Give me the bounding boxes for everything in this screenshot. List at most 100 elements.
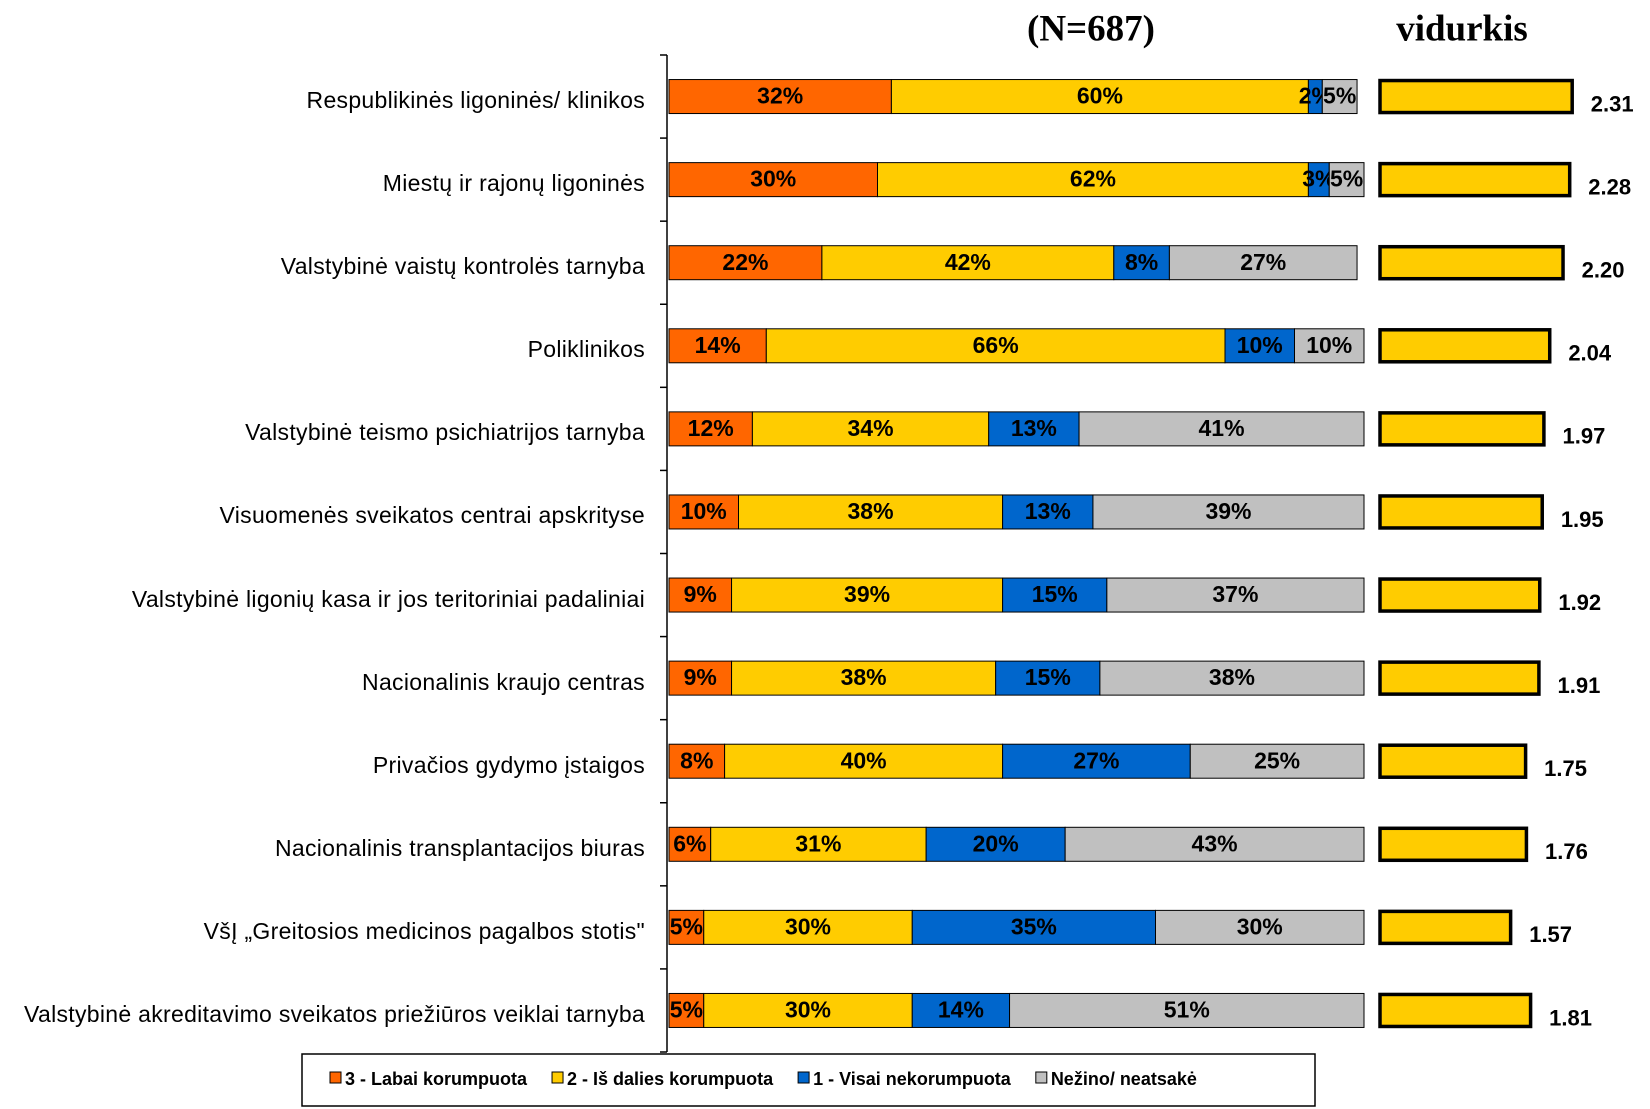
bar-segment — [1113, 245, 1170, 281]
legend-swatch — [551, 1071, 564, 1084]
mean-label: 1.92 — [1558, 590, 1601, 615]
bar-segment — [668, 162, 878, 198]
bar-segment — [738, 494, 1004, 530]
data-label: 39% — [1205, 498, 1251, 524]
data-label: 62% — [1070, 166, 1116, 192]
bar-segment — [668, 826, 712, 862]
mean-bar — [1378, 494, 1544, 530]
data-label: 41% — [1199, 415, 1245, 441]
data-label: 27% — [1073, 747, 1119, 773]
mean-label: 2.31 — [1591, 91, 1634, 116]
mean-label: 2.20 — [1582, 258, 1625, 283]
bar-segment — [668, 245, 823, 281]
bar-segment — [925, 826, 1066, 862]
mean-label: 1.76 — [1545, 839, 1588, 864]
mean-bar — [1378, 992, 1533, 1029]
data-label: 38% — [848, 498, 894, 524]
bar-segment — [668, 992, 705, 1028]
bar-segment — [1294, 328, 1365, 364]
data-label: 5% — [670, 913, 703, 939]
bar-segment — [668, 660, 733, 696]
data-label: 5% — [1330, 166, 1363, 192]
bar-segment — [1168, 245, 1358, 281]
mean-bar — [1378, 328, 1552, 364]
mean-bar — [1378, 577, 1542, 613]
bar-segment — [668, 494, 739, 530]
data-label: 5% — [1323, 83, 1356, 109]
bar-segment — [877, 162, 1309, 198]
data-label: 37% — [1212, 581, 1258, 607]
mean-bar — [1378, 78, 1574, 115]
bar-segment — [1002, 743, 1191, 779]
data-label: 30% — [750, 166, 796, 192]
mean-label: 1.91 — [1557, 673, 1600, 698]
data-label: 25% — [1254, 747, 1300, 773]
category-label: Valstybinė teismo psichiatrijos tarnyba — [245, 419, 645, 446]
bar-segment — [710, 826, 927, 862]
data-label: 15% — [1025, 664, 1071, 690]
bar-segment — [1078, 411, 1365, 447]
data-label: 38% — [841, 664, 887, 690]
bar-segment — [988, 411, 1080, 447]
data-label: 39% — [844, 581, 890, 607]
bar-segment — [668, 79, 892, 115]
mean-label: 1.97 — [1562, 424, 1605, 449]
mean-label: 2.28 — [1588, 174, 1631, 199]
data-label: 40% — [841, 747, 887, 773]
data-label: 66% — [973, 332, 1019, 358]
mean-label: 1.57 — [1529, 922, 1572, 947]
bar-segment — [911, 992, 1011, 1028]
category-label: Visuomenės sveikatos centrai apskrityse — [219, 502, 645, 529]
category-label: Nacionalinis kraujo centras — [362, 668, 645, 695]
data-label: 6% — [673, 830, 706, 856]
legend-swatch — [1035, 1071, 1048, 1084]
data-label: 14% — [695, 332, 741, 358]
bar-segment — [995, 660, 1101, 696]
data-label: 42% — [945, 249, 991, 275]
data-label: 14% — [938, 997, 984, 1023]
chart-title: (N=687) — [1027, 8, 1155, 49]
mean-bar — [1378, 826, 1529, 863]
data-label: 32% — [757, 83, 803, 109]
bar-segment — [1189, 743, 1365, 779]
bar-segment — [1092, 494, 1365, 530]
data-label: 5% — [670, 997, 703, 1023]
category-label: Nacionalinis transplantacijos biuras — [274, 834, 645, 861]
bar-segment — [821, 245, 1115, 281]
data-label: 12% — [688, 415, 734, 441]
data-label: 10% — [1237, 332, 1283, 358]
category-label: Valstybinė ligonių kasa ir jos teritorin… — [131, 585, 645, 612]
bar-segment — [1009, 992, 1365, 1028]
data-label: 13% — [1025, 498, 1071, 524]
legend-label: 2 - Iš dalies korumpuota — [567, 1069, 774, 1089]
data-label: 35% — [1011, 913, 1057, 939]
legend-swatch — [797, 1071, 810, 1084]
mean-label: 1.81 — [1549, 1005, 1592, 1030]
mean-label: 1.75 — [1544, 756, 1587, 781]
bar-segment — [1002, 577, 1108, 613]
legend-label: Nežino/ neatsakė — [1051, 1069, 1197, 1089]
data-label: 15% — [1032, 581, 1078, 607]
mean-bar — [1378, 909, 1513, 946]
mean-bar — [1378, 660, 1541, 696]
data-label: 34% — [848, 415, 894, 441]
data-label: 9% — [684, 664, 717, 690]
category-label: Poliklinikos — [527, 336, 645, 363]
bar-segment — [1099, 660, 1365, 696]
bar-segment — [765, 328, 1226, 364]
mean-label: 2.04 — [1568, 341, 1612, 366]
legend-swatch — [329, 1071, 342, 1084]
data-label: 10% — [1306, 332, 1352, 358]
mean-title: vidurkis — [1396, 8, 1528, 49]
bar-segment — [731, 577, 1004, 613]
bar-segment — [911, 909, 1156, 945]
bar-segment — [1321, 79, 1358, 115]
category-label: Privačios gydymo įstaigos — [372, 751, 645, 778]
data-label: 10% — [681, 498, 727, 524]
data-label: 30% — [1237, 913, 1283, 939]
mean-bar — [1378, 161, 1572, 198]
legend-box — [301, 1053, 1316, 1107]
data-label: 27% — [1240, 249, 1286, 275]
